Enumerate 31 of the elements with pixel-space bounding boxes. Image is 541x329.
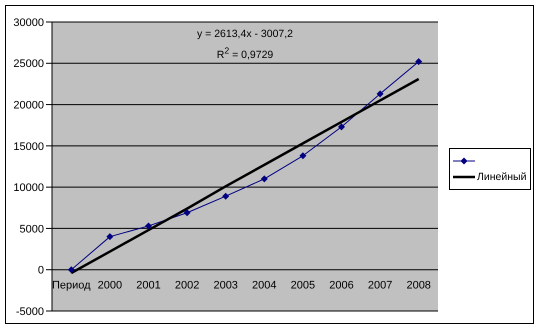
- x-tick-label: 2004: [252, 280, 277, 292]
- x-tick-label: 2003: [213, 280, 238, 292]
- legend-label: Линейный: [477, 171, 526, 183]
- x-tick-label: 2000: [98, 280, 122, 292]
- point: [415, 58, 422, 66]
- x-tick-label: 2001: [136, 280, 161, 292]
- point: [68, 266, 75, 274]
- point: [184, 209, 191, 216]
- y-tick-label: 20000: [13, 99, 44, 112]
- x-tick-label: 2008: [406, 280, 431, 292]
- x-tick-label: 2002: [174, 280, 200, 292]
- point: [222, 192, 230, 200]
- point: [106, 233, 114, 240]
- x-tick-label: 2006: [329, 280, 354, 292]
- annotation: R$^{2}$ = 0,9729: [216, 45, 274, 60]
- y-tick-label: 30000: [13, 16, 44, 29]
- point: [260, 175, 268, 182]
- y-tick-label: 5000: [20, 223, 44, 236]
- point: [376, 90, 384, 98]
- x-tick-label: 2005: [290, 280, 316, 292]
- y-tick-label: 0: [38, 264, 44, 277]
- point: [299, 152, 306, 160]
- y-tick-label: 10000: [13, 182, 44, 194]
- y-tick-label: -5000: [16, 306, 44, 318]
- y-tick-label: 25000: [13, 58, 44, 70]
- point: [338, 123, 345, 130]
- point: [145, 222, 152, 230]
- y-tick-label: 15000: [13, 140, 44, 153]
- annotation: y = 2613,4x - 3007,2: [196, 28, 294, 40]
- x-tick-label: Период: [52, 280, 92, 292]
- x-tick-label: 2007: [368, 280, 392, 292]
